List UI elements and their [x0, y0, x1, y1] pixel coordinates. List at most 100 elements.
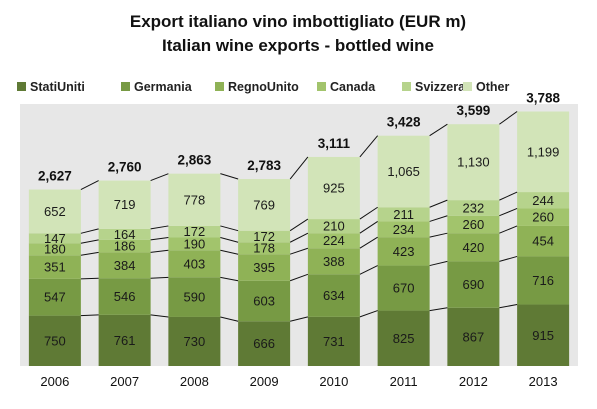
connector-lines	[80, 111, 518, 322]
data-label-germania-2013: 716	[532, 273, 554, 288]
data-label-other-2009: 769	[253, 197, 275, 212]
connector-line	[80, 314, 99, 317]
data-label-regnounito-2009: 395	[253, 260, 275, 275]
connector-line	[359, 265, 378, 275]
connector-line	[220, 316, 239, 322]
connector-line	[289, 247, 309, 255]
bar-segment-other-2013	[517, 111, 570, 193]
connector-line	[290, 316, 308, 322]
bar-segment-statiuniti-2010	[307, 316, 360, 366]
connector-line	[150, 314, 169, 318]
bar-segment-canada-2009	[238, 242, 291, 255]
bar-segment-svizzera-2009	[238, 230, 291, 243]
bar-segment-statiuniti-2008	[168, 316, 221, 366]
legend-swatch-svizzera	[402, 82, 411, 91]
data-label-svizzera-2013: 244	[532, 193, 554, 208]
bar-segment-statiuniti-2013	[517, 304, 570, 366]
bar-segment-canada-2011	[377, 221, 430, 238]
data-label-germania-2011: 670	[393, 281, 415, 296]
total-label-2008: 2,863	[177, 153, 211, 168]
bar-segment-regnounito-2006	[28, 255, 81, 279]
bar-segment-other-2011	[377, 135, 430, 208]
bar-segment-canada-2013	[517, 208, 570, 226]
connector-line	[429, 199, 448, 208]
chart-title: Export italiano vino imbottigliato (EUR …	[130, 12, 466, 31]
connector-line	[220, 173, 239, 180]
bar-segment-canada-2006	[28, 243, 81, 256]
data-label-regnounito-2011: 423	[393, 244, 415, 259]
connector-line	[80, 239, 99, 244]
bar-segment-other-2008	[168, 173, 221, 226]
bar-segment-other-2007	[98, 180, 151, 229]
data-label-svizzera-2009: 172	[253, 229, 275, 244]
bar-segment-other-2010	[307, 156, 360, 220]
bar-segment-statiuniti-2006	[28, 315, 81, 366]
connector-line	[220, 249, 239, 255]
connector-line	[359, 310, 378, 318]
data-label-other-2012: 1,130	[457, 155, 490, 170]
data-label-germania-2006: 547	[44, 290, 66, 305]
bar-segment-germania-2007	[98, 278, 151, 315]
data-label-svizzera-2010: 210	[323, 219, 345, 234]
connector-line	[289, 232, 309, 243]
total-label-2012: 3,599	[456, 103, 490, 118]
data-label-statiuniti-2012: 867	[463, 329, 485, 344]
bar-segment-statiuniti-2011	[377, 310, 430, 366]
x-tick-label-2006: 2006	[40, 374, 69, 389]
data-label-statiuniti-2013: 915	[532, 328, 554, 343]
total-labels: 2,627 2,760 2,863 2,783 3,111 3,428 3,599 3,788	[38, 91, 561, 184]
connector-line	[80, 277, 99, 280]
x-tick-label-2011: 2011	[390, 374, 418, 389]
data-label-statiuniti-2010: 731	[323, 334, 345, 349]
bar-segment-regnounito-2013	[517, 225, 570, 257]
connector-line	[80, 180, 99, 190]
data-label-other-2010: 925	[323, 181, 345, 196]
connector-line	[359, 236, 378, 249]
connector-line	[499, 208, 518, 217]
connector-line	[150, 225, 169, 230]
bar-segment-germania-2009	[238, 280, 291, 322]
data-label-other-2011: 1,065	[387, 164, 420, 179]
bar-segment-statiuniti-2007	[98, 314, 151, 366]
data-label-regnounito-2007: 384	[114, 258, 136, 273]
x-tick-label-2009: 2009	[250, 374, 279, 389]
data-label-regnounito-2013: 454	[532, 234, 554, 249]
connector-line	[289, 156, 309, 180]
legend-swatch-other	[463, 82, 472, 91]
data-label-regnounito-2008: 403	[184, 256, 206, 271]
connector-line	[359, 221, 378, 234]
bar-segment-germania-2011	[377, 265, 430, 311]
connector-line	[220, 276, 239, 282]
total-label-2006: 2,627	[38, 169, 72, 184]
bar-segment-svizzera-2008	[168, 225, 221, 238]
connector-line	[150, 276, 169, 279]
data-label-statiuniti-2009: 666	[253, 336, 275, 351]
connector-line	[359, 135, 379, 158]
bar-segment-svizzera-2007	[98, 228, 151, 240]
data-label-canada-2010: 224	[323, 233, 345, 248]
legend-label-svizzera: Svizzera	[415, 80, 466, 94]
bar-segment-svizzera-2010	[307, 219, 360, 234]
data-label-regnounito-2006: 351	[44, 260, 66, 275]
connector-line	[289, 218, 309, 232]
chart-subtitle: Italian wine exports - bottled wine	[162, 36, 434, 55]
legend-label-other: Other	[476, 80, 509, 94]
data-label-other-2013: 1,199	[527, 144, 560, 159]
legend-label-statiuniti: StatiUniti	[30, 80, 85, 94]
connector-line	[150, 173, 169, 182]
bar-segment-germania-2013	[517, 256, 570, 305]
data-label-germania-2009: 603	[253, 294, 275, 309]
bar-segment-statiuniti-2012	[447, 307, 500, 366]
x-tick-label-2013: 2013	[529, 374, 558, 389]
data-label-other-2006: 652	[44, 204, 66, 219]
bar-segment-svizzera-2006	[28, 233, 81, 244]
total-label-2009: 2,783	[247, 158, 281, 173]
legend-swatch-regnounito	[215, 82, 224, 91]
bar-segment-germania-2006	[28, 278, 81, 316]
data-label-svizzera-2011: 211	[393, 207, 414, 222]
data-label-statiuniti-2006: 750	[44, 333, 66, 348]
legend-label-regnounito: RegnoUnito	[228, 80, 299, 94]
legend-swatch-statiuniti	[17, 82, 26, 91]
data-label-svizzera-2012: 232	[463, 200, 485, 215]
